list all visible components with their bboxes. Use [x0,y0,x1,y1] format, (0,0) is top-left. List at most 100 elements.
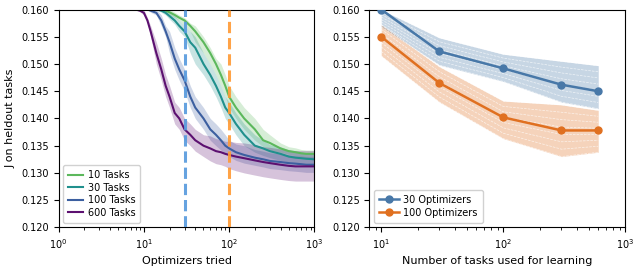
100 Tasks [217,139,225,142]
600 Tasks [217,151,225,154]
100 Tasks [166,41,173,44]
600 Tasks [136,9,144,12]
600 Tasks [310,165,318,168]
100 Tasks [175,68,183,71]
30 Optimizers [595,89,602,93]
600 Tasks [259,160,267,164]
30 Tasks [212,84,220,87]
10 Tasks [140,8,148,11]
Line: 100 Tasks: 100 Tasks [136,10,314,165]
30 Tasks [232,122,240,126]
10 Tasks [136,8,144,11]
30 Tasks [207,73,214,76]
600 Tasks [212,150,220,153]
30 Tasks [180,30,188,33]
600 Tasks [132,8,140,11]
100 Optimizers [499,116,507,119]
600 Tasks [147,30,154,33]
600 Tasks [292,165,300,168]
600 Tasks [191,139,199,142]
100 Tasks [292,162,300,165]
Line: 30 Optimizers: 30 Optimizers [378,6,602,95]
30 Tasks [175,24,183,27]
100 Tasks [225,147,233,150]
30 Tasks [147,8,154,11]
30 Tasks [276,152,284,156]
30 Optimizers [378,8,385,11]
30 Tasks [285,155,292,158]
100 Tasks [298,163,305,166]
30 Tasks [136,8,144,11]
100 Tasks [152,11,160,14]
30 Tasks [140,8,148,11]
600 Tasks [180,128,188,131]
600 Tasks [162,84,170,87]
600 Tasks [140,11,148,14]
100 Tasks [191,106,199,109]
600 Tasks [285,164,292,168]
600 Tasks [241,157,248,160]
100 Tasks [157,19,165,22]
10 Tasks [166,11,173,14]
100 Tasks [251,156,259,159]
30 Tasks [310,158,318,161]
30 Tasks [292,156,300,159]
100 Tasks [143,8,151,11]
600 Tasks [207,147,214,150]
100 Tasks [212,133,220,137]
Legend: 10 Tasks, 30 Tasks, 100 Tasks, 600 Tasks: 10 Tasks, 30 Tasks, 100 Tasks, 600 Tasks [63,165,140,222]
100 Tasks [171,57,179,60]
600 Tasks [171,111,179,115]
10 Tasks [207,51,214,55]
600 Tasks [232,155,240,158]
Y-axis label: J on heldout tasks: J on heldout tasks [6,69,15,168]
10 Tasks [143,8,151,11]
100 Tasks [147,9,154,12]
30 Tasks [162,11,170,14]
100 Tasks [241,153,248,157]
100 Tasks [302,163,310,166]
Line: 10 Tasks: 10 Tasks [136,10,314,154]
100 Tasks [200,117,207,120]
10 Tasks [276,147,284,150]
10 Tasks [225,95,233,98]
30 Tasks [171,19,179,22]
100 Tasks [285,162,292,165]
30 Tasks [217,95,225,98]
600 Tasks [166,95,173,98]
30 Tasks [241,133,248,137]
100 Optimizers [436,81,444,85]
600 Tasks [225,153,233,157]
30 Tasks [166,14,173,18]
30 Tasks [143,8,151,11]
600 Tasks [221,152,229,156]
30 Tasks [200,62,207,66]
10 Tasks [298,152,305,155]
Line: 600 Tasks: 600 Tasks [136,10,314,166]
10 Tasks [175,16,183,19]
100 Tasks [266,159,274,163]
30 Tasks [221,106,229,109]
100 Tasks [232,151,240,154]
10 Tasks [285,150,292,153]
30 Tasks [186,41,194,44]
30 Tasks [132,8,140,11]
30 Optimizers [499,67,507,70]
10 Tasks [157,8,165,11]
600 Tasks [276,163,284,166]
100 Tasks [221,144,229,147]
100 Tasks [259,158,267,161]
10 Tasks [241,117,248,120]
600 Tasks [143,19,151,22]
600 Tasks [266,162,274,165]
Line: 100 Optimizers: 100 Optimizers [378,33,602,134]
Line: 30 Tasks: 30 Tasks [136,10,314,159]
30 Tasks [298,157,305,160]
10 Tasks [132,8,140,11]
30 Tasks [225,111,233,115]
30 Tasks [152,8,160,11]
10 Tasks [232,106,240,109]
100 Tasks [136,8,144,11]
10 Tasks [221,84,229,87]
600 Tasks [175,117,183,120]
